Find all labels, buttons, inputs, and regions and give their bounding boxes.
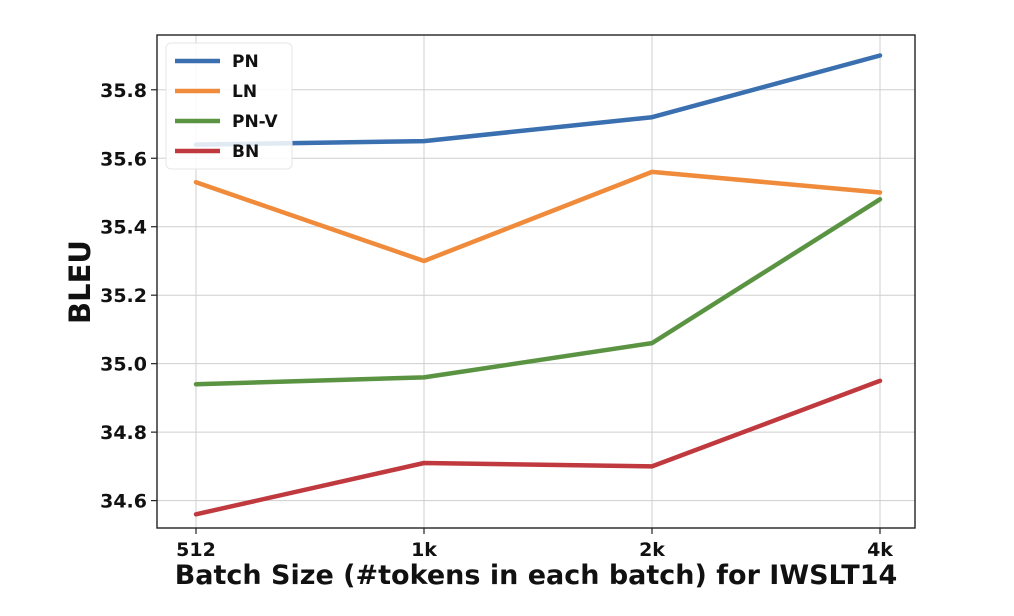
y-tick-label: 34.8 — [100, 422, 147, 444]
legend-label-bn: BN — [232, 142, 259, 162]
legend-box — [165, 42, 293, 170]
legend-label-pn: PN — [232, 52, 259, 72]
y-tick-label: 35.4 — [100, 217, 147, 239]
x-axis-ticks: 512 1k 2k 4k — [176, 528, 893, 561]
legend-label-pn-v: PN-V — [232, 112, 279, 132]
series-lines — [193, 53, 883, 517]
x-axis-label: Batch Size (#tokens in each batch) for I… — [175, 560, 898, 591]
y-axis-ticks: 34.6 34.8 35.0 35.2 35.4 35.6 35.8 — [100, 80, 157, 513]
series-line-pn — [193, 53, 883, 147]
series-line-pn-v — [193, 197, 883, 387]
y-tick-label: 35.8 — [100, 80, 147, 102]
y-tick-label: 34.6 — [100, 491, 147, 513]
x-tick-label: 2k — [639, 539, 665, 561]
x-tick-label: 1k — [411, 539, 437, 561]
y-tick-label: 35.6 — [100, 148, 147, 170]
x-tick-label: 4k — [867, 539, 893, 561]
plot-frame — [156, 34, 916, 529]
y-tick-label: 35.0 — [100, 354, 147, 376]
legend-label-ln: LN — [232, 82, 257, 102]
series-line-ln — [193, 169, 883, 264]
x-tick-label: 512 — [176, 539, 216, 561]
legend: PN LN PN-V BN — [165, 42, 293, 170]
y-tick-label: 35.2 — [100, 285, 147, 307]
series-line-bn — [193, 378, 883, 517]
y-axis-label: BLEU — [63, 240, 97, 324]
